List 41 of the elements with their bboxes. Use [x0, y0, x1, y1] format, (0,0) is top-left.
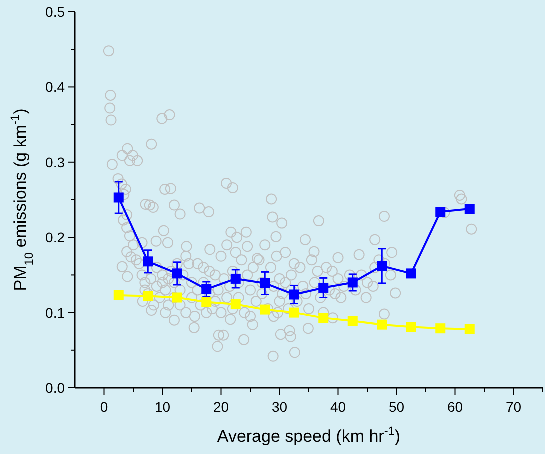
point: [230, 300, 241, 310]
point: [260, 278, 270, 288]
x-tick-label: 40: [330, 399, 346, 415]
point: [464, 204, 475, 214]
point: [143, 256, 154, 267]
x-tick-label: 50: [388, 399, 405, 415]
point: [172, 292, 182, 303]
y-tick-label: 0.2: [46, 230, 66, 246]
point: [348, 316, 358, 326]
point: [260, 304, 270, 315]
point: [318, 282, 329, 293]
x-tick-label: 20: [213, 399, 230, 415]
point: [289, 290, 300, 300]
x-tick-label: 70: [506, 399, 522, 415]
point: [230, 274, 241, 284]
y-tick-label: 0.4: [46, 79, 66, 96]
x-tick-label: 60: [447, 399, 464, 415]
y-tick-label: 0.5: [46, 4, 66, 20]
point: [348, 278, 358, 288]
point: [464, 324, 475, 334]
point: [318, 313, 329, 324]
point: [377, 320, 388, 330]
x-axis-title: Average speed (km hr$^{-1}$): [217, 424, 401, 446]
point: [202, 297, 212, 308]
point: [114, 290, 124, 301]
point: [114, 192, 124, 203]
point: [143, 291, 154, 302]
y-tick-label: 0.1: [46, 304, 66, 321]
point: [436, 207, 446, 218]
point: [289, 308, 300, 318]
point: [172, 268, 182, 279]
x-tick-label: 0: [100, 399, 108, 415]
x-tick-label: 10: [154, 399, 171, 415]
y-tick-label: 0.0: [46, 380, 66, 396]
point: [202, 284, 212, 294]
point: [377, 261, 388, 272]
x-tick-label: 30: [272, 399, 288, 415]
point: [406, 322, 416, 332]
y-tick-label: 0.3: [46, 154, 66, 170]
point: [436, 324, 446, 334]
point: [406, 268, 416, 279]
